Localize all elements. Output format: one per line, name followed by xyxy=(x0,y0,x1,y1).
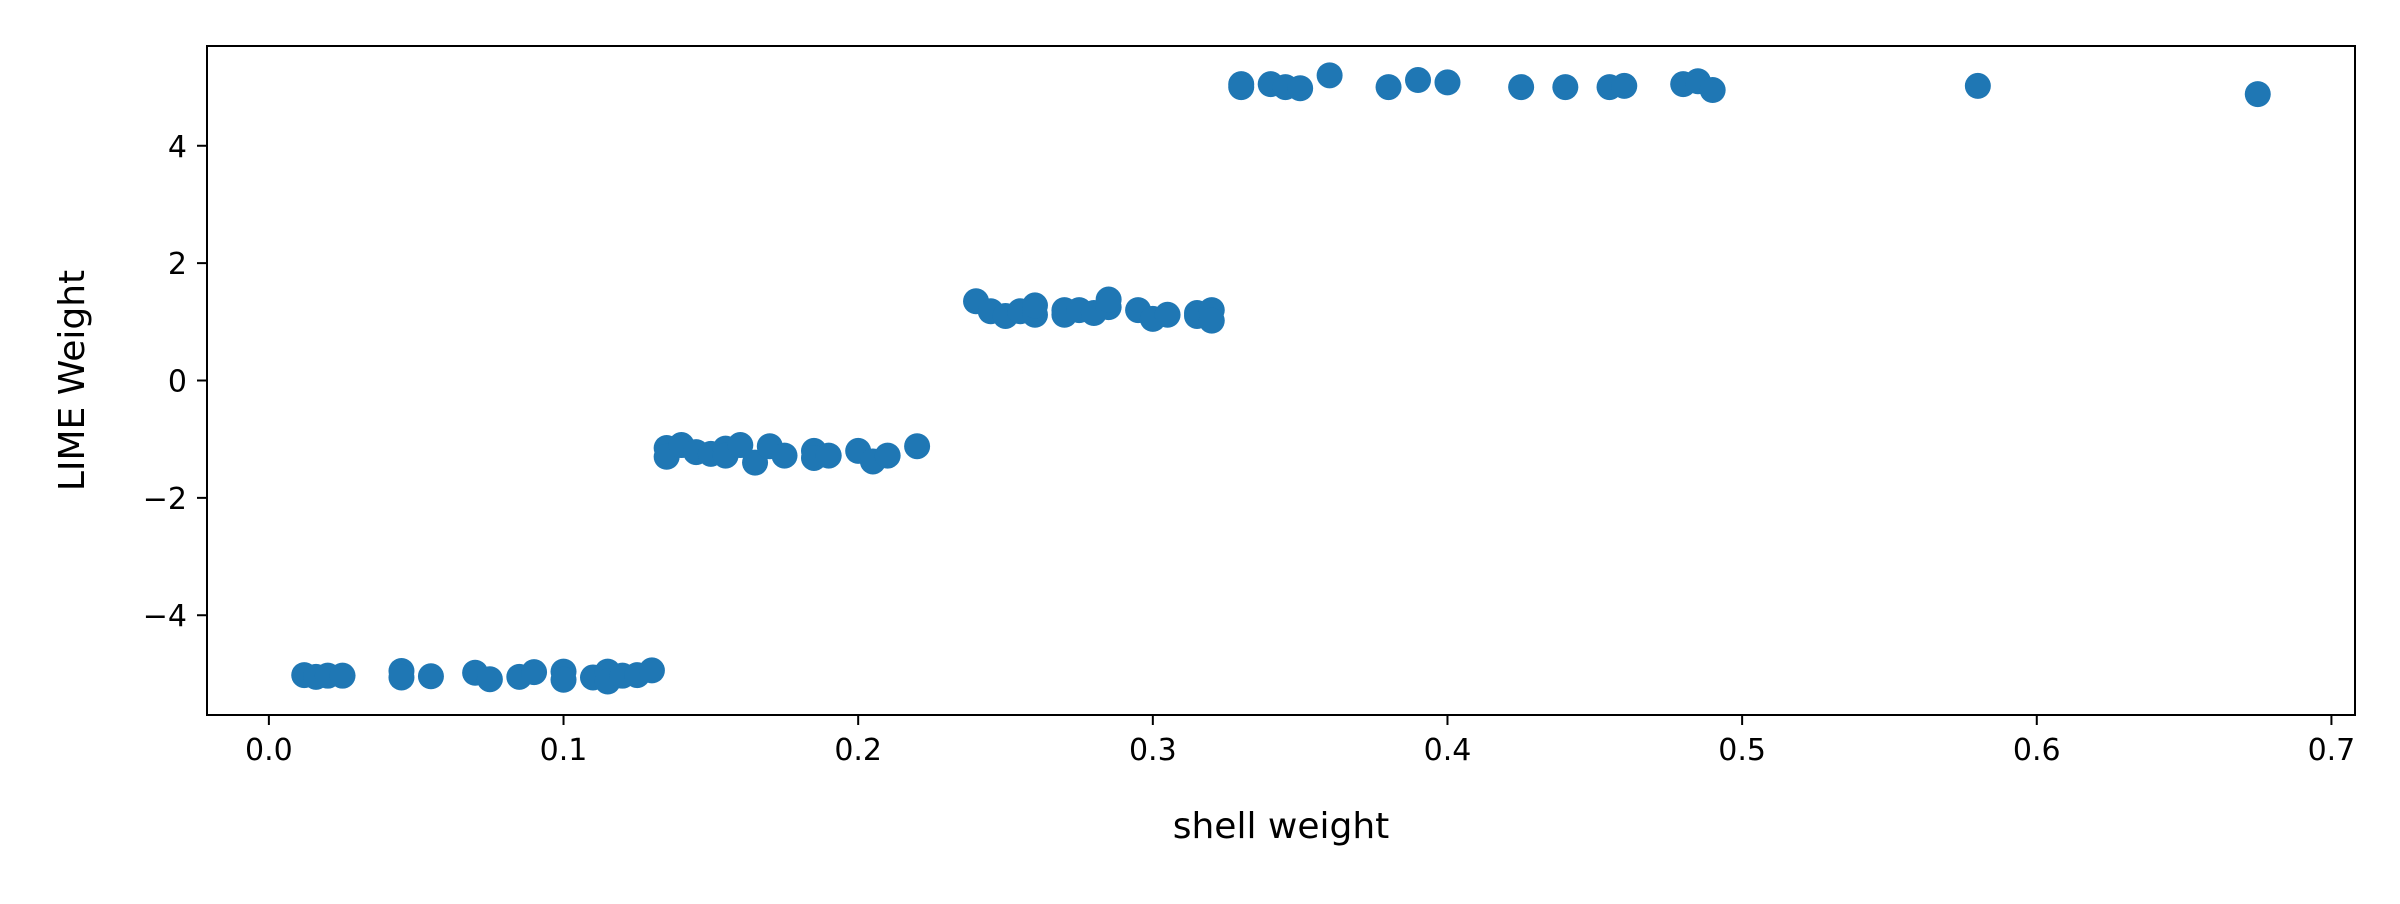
data-point xyxy=(476,666,503,693)
x-tick-label: 0.4 xyxy=(1424,733,1472,768)
y-tick-label: −2 xyxy=(143,482,187,517)
data-point xyxy=(1964,72,1991,99)
data-point xyxy=(1508,74,1535,101)
x-tick-label: 0.3 xyxy=(1129,733,1177,768)
data-point xyxy=(1154,301,1181,328)
x-tick-label: 0.2 xyxy=(834,733,882,768)
y-tick-label: 4 xyxy=(168,130,187,165)
y-tick-label: 0 xyxy=(168,365,187,400)
y-axis-ticks: −4 −2 0 2 4 xyxy=(143,130,207,634)
data-point xyxy=(550,666,577,693)
x-tick-label: 0.1 xyxy=(540,733,588,768)
data-point xyxy=(388,664,415,691)
data-points xyxy=(291,62,2271,695)
data-point xyxy=(1228,71,1255,98)
data-point xyxy=(1699,77,1726,104)
data-point xyxy=(771,442,798,469)
data-point xyxy=(2244,81,2271,108)
x-tick-label: 0.5 xyxy=(1718,733,1766,768)
x-tick-label: 0.0 xyxy=(245,733,293,768)
x-tick-label: 0.7 xyxy=(2308,733,2356,768)
data-point xyxy=(521,659,548,686)
x-tick-label: 0.6 xyxy=(2013,733,2061,768)
y-tick-label: −4 xyxy=(143,599,187,634)
data-point xyxy=(874,442,901,469)
data-point xyxy=(329,662,356,689)
data-point xyxy=(727,432,754,459)
x-axis-ticks: 0.0 0.1 0.2 0.3 0.4 0.5 0.6 0.7 xyxy=(245,715,2355,768)
data-point xyxy=(1095,286,1122,313)
data-point xyxy=(1405,67,1432,94)
data-point xyxy=(1375,74,1402,101)
data-point xyxy=(1287,75,1314,102)
data-point xyxy=(417,663,444,690)
data-point xyxy=(904,433,931,460)
data-point xyxy=(1434,69,1461,96)
data-point xyxy=(1552,74,1579,101)
y-tick-label: 2 xyxy=(168,247,187,282)
data-point xyxy=(1611,72,1638,99)
data-point xyxy=(1021,292,1048,319)
data-point xyxy=(815,442,842,469)
data-point xyxy=(638,657,665,684)
x-axis-label: shell weight xyxy=(1173,806,1390,847)
data-point xyxy=(1316,62,1343,89)
plot-frame xyxy=(206,45,2356,716)
y-axis-label: LIME Weight xyxy=(52,270,93,491)
data-point xyxy=(1198,307,1225,334)
